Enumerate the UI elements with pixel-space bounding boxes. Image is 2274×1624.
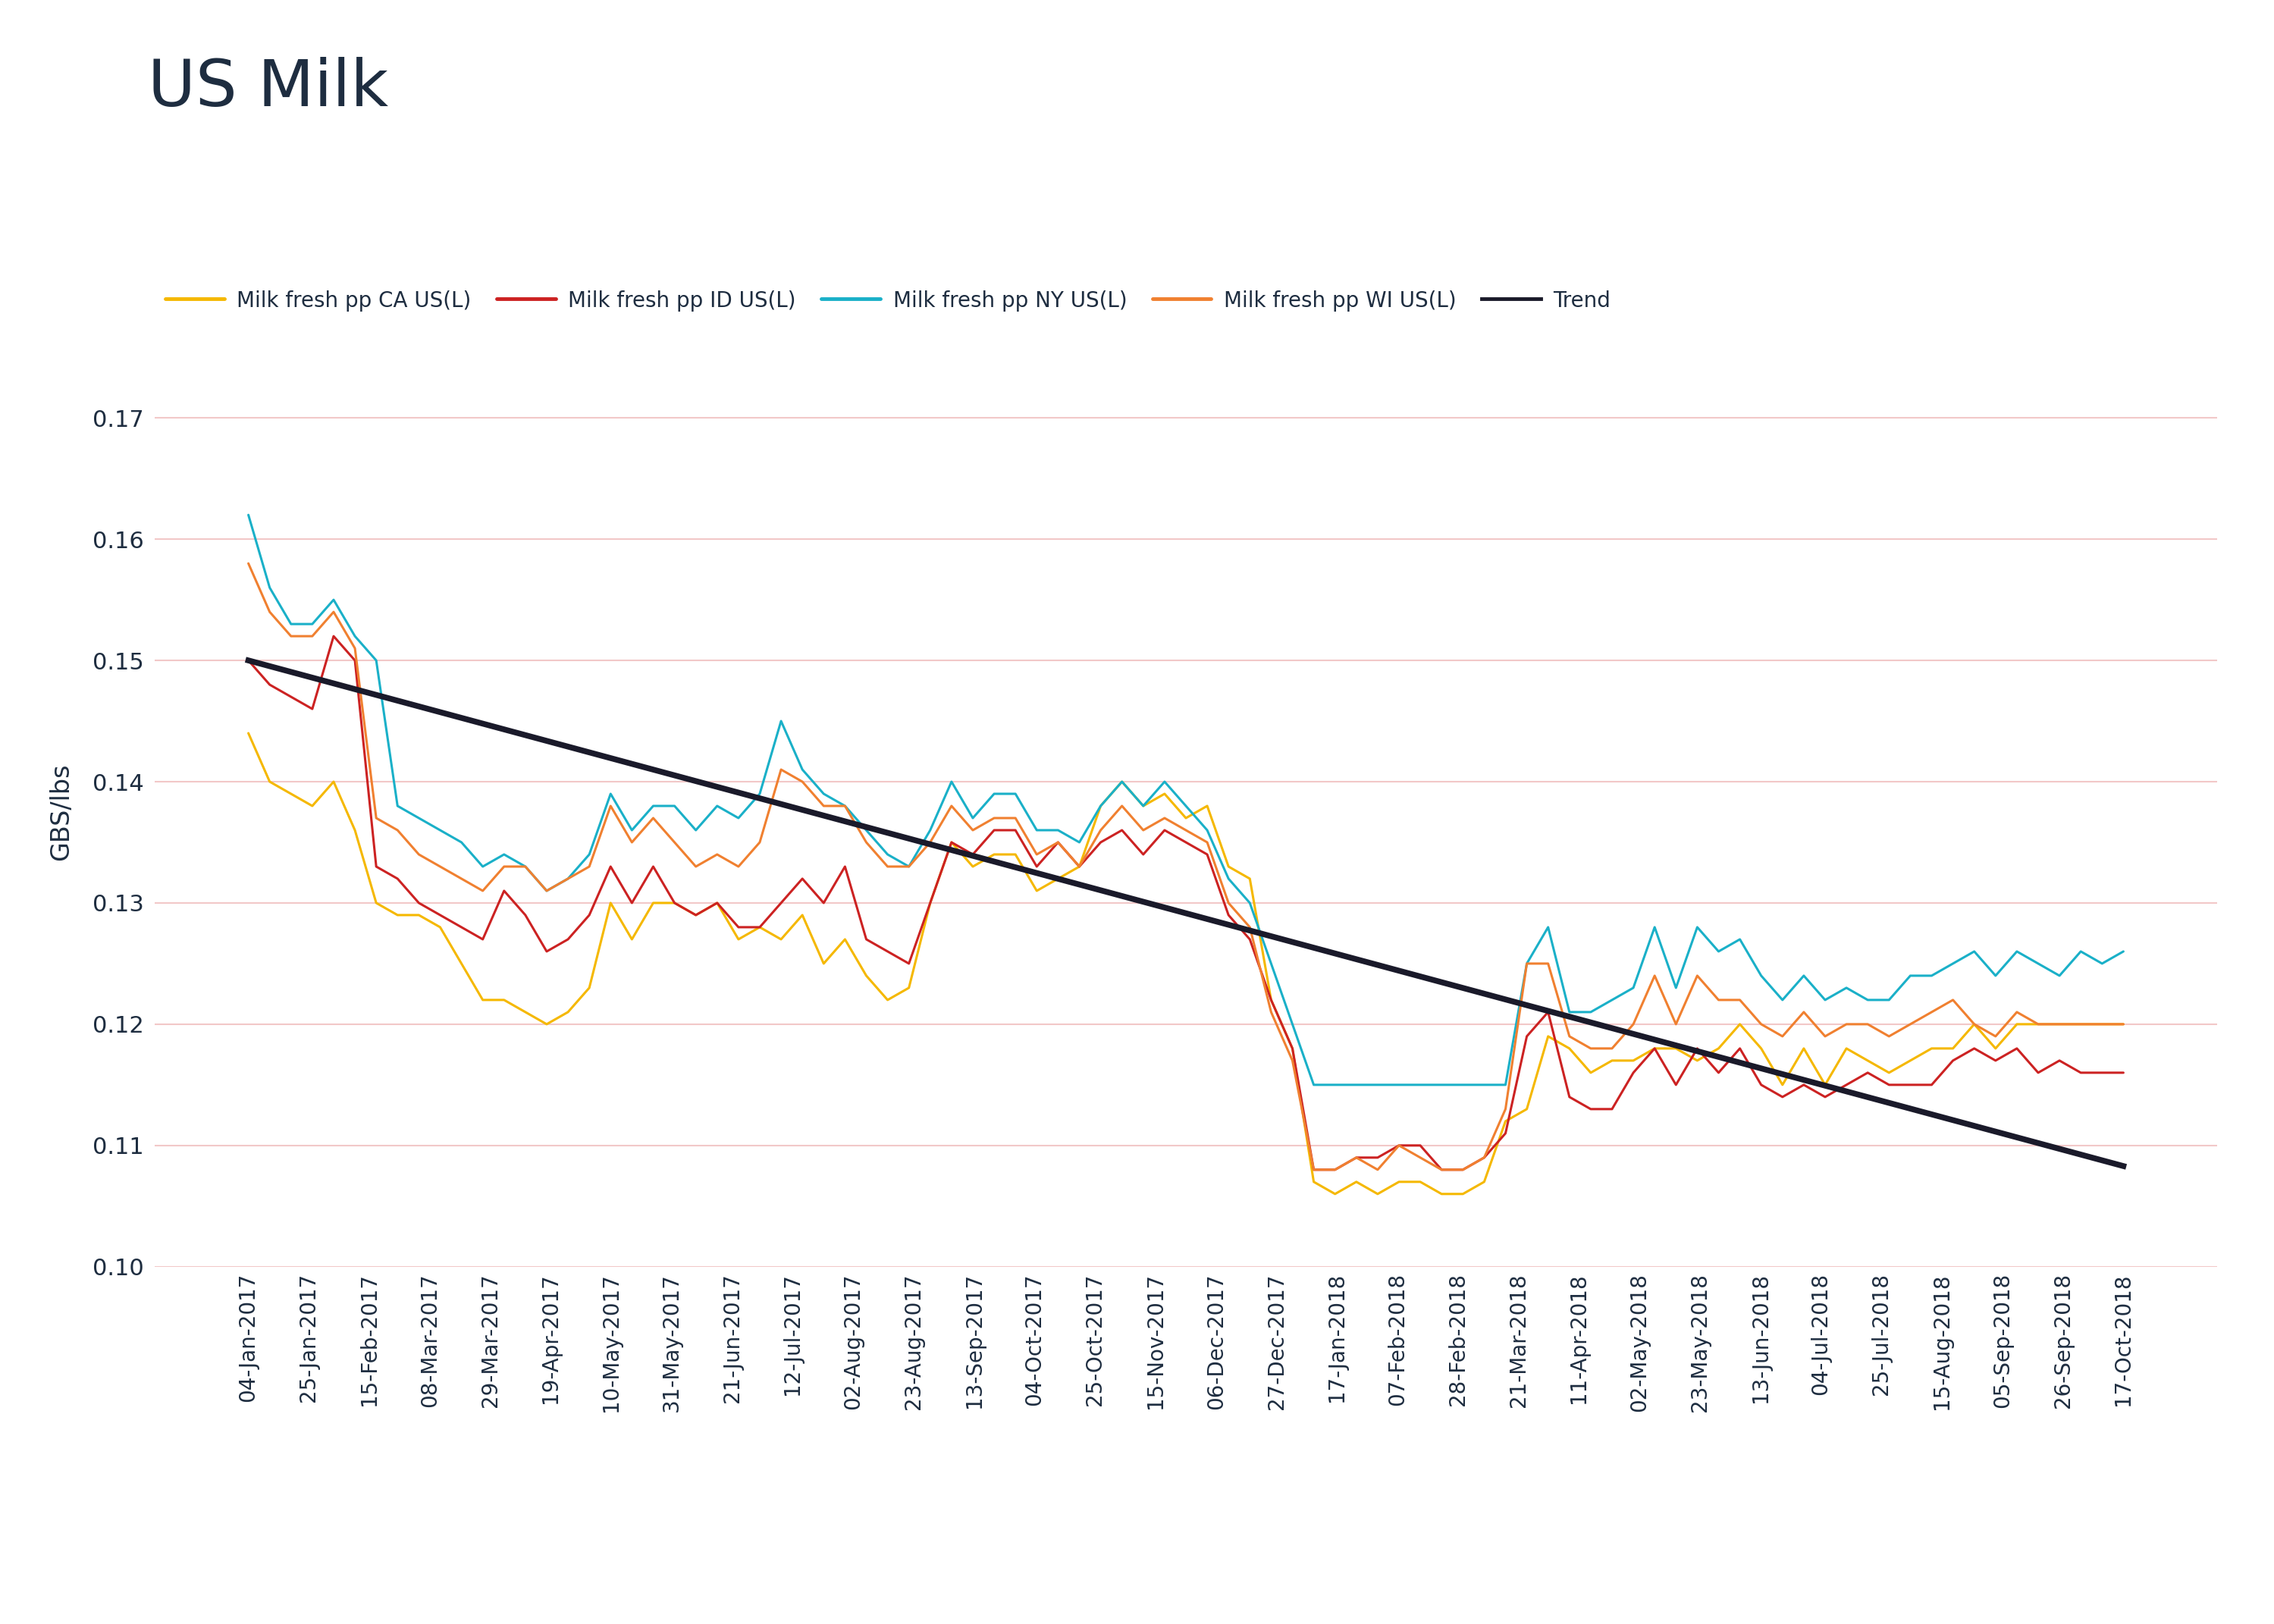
Milk fresh pp ID US(L)	[321, 627, 348, 646]
Line: Milk fresh pp NY US(L): Milk fresh pp NY US(L)	[248, 515, 2124, 1085]
Milk fresh pp WI US(L)	[468, 882, 496, 901]
Milk fresh pp ID US(L)	[1214, 905, 1242, 924]
Milk fresh pp NY US(L)	[234, 505, 262, 525]
Milk fresh pp CA US(L)	[2110, 1015, 2138, 1034]
Milk fresh pp ID US(L)	[2110, 1064, 2138, 1083]
Milk fresh pp WI US(L)	[1917, 1002, 1944, 1021]
Milk fresh pp WI US(L)	[619, 833, 646, 853]
Milk fresh pp ID US(L)	[980, 820, 1007, 840]
Line: Milk fresh pp ID US(L): Milk fresh pp ID US(L)	[248, 637, 2124, 1169]
Milk fresh pp NY US(L)	[428, 820, 455, 840]
Milk fresh pp NY US(L)	[1194, 820, 1221, 840]
Milk fresh pp NY US(L)	[1917, 966, 1944, 986]
Line: Milk fresh pp WI US(L): Milk fresh pp WI US(L)	[248, 564, 2124, 1169]
Milk fresh pp WI US(L)	[1194, 833, 1221, 853]
Milk fresh pp CA US(L)	[1917, 1039, 1944, 1059]
Milk fresh pp WI US(L)	[960, 820, 987, 840]
Milk fresh pp CA US(L)	[1321, 1184, 1348, 1203]
Milk fresh pp ID US(L)	[639, 857, 666, 877]
Milk fresh pp NY US(L)	[1301, 1075, 1328, 1095]
Legend: Milk fresh pp CA US(L), Milk fresh pp ID US(L), Milk fresh pp NY US(L), Milk fre: Milk fresh pp CA US(L), Milk fresh pp ID…	[166, 291, 1610, 312]
Milk fresh pp CA US(L)	[428, 918, 455, 937]
Milk fresh pp NY US(L)	[468, 857, 496, 877]
Milk fresh pp NY US(L)	[2110, 942, 2138, 961]
Milk fresh pp ID US(L)	[1940, 1051, 1967, 1070]
Milk fresh pp WI US(L)	[2110, 1015, 2138, 1034]
Y-axis label: GBS/lbs: GBS/lbs	[48, 763, 73, 861]
Milk fresh pp ID US(L)	[491, 882, 518, 901]
Milk fresh pp CA US(L)	[1194, 796, 1221, 815]
Milk fresh pp CA US(L)	[234, 723, 262, 742]
Milk fresh pp CA US(L)	[960, 857, 987, 877]
Milk fresh pp NY US(L)	[619, 820, 646, 840]
Text: US Milk: US Milk	[148, 57, 389, 120]
Milk fresh pp WI US(L)	[1301, 1160, 1328, 1179]
Milk fresh pp ID US(L)	[1301, 1160, 1328, 1179]
Milk fresh pp ID US(L)	[234, 651, 262, 671]
Line: Milk fresh pp CA US(L): Milk fresh pp CA US(L)	[248, 732, 2124, 1194]
Milk fresh pp WI US(L)	[428, 857, 455, 877]
Milk fresh pp CA US(L)	[468, 991, 496, 1010]
Milk fresh pp NY US(L)	[960, 809, 987, 828]
Milk fresh pp WI US(L)	[234, 554, 262, 573]
Milk fresh pp CA US(L)	[619, 929, 646, 948]
Milk fresh pp ID US(L)	[448, 918, 475, 937]
